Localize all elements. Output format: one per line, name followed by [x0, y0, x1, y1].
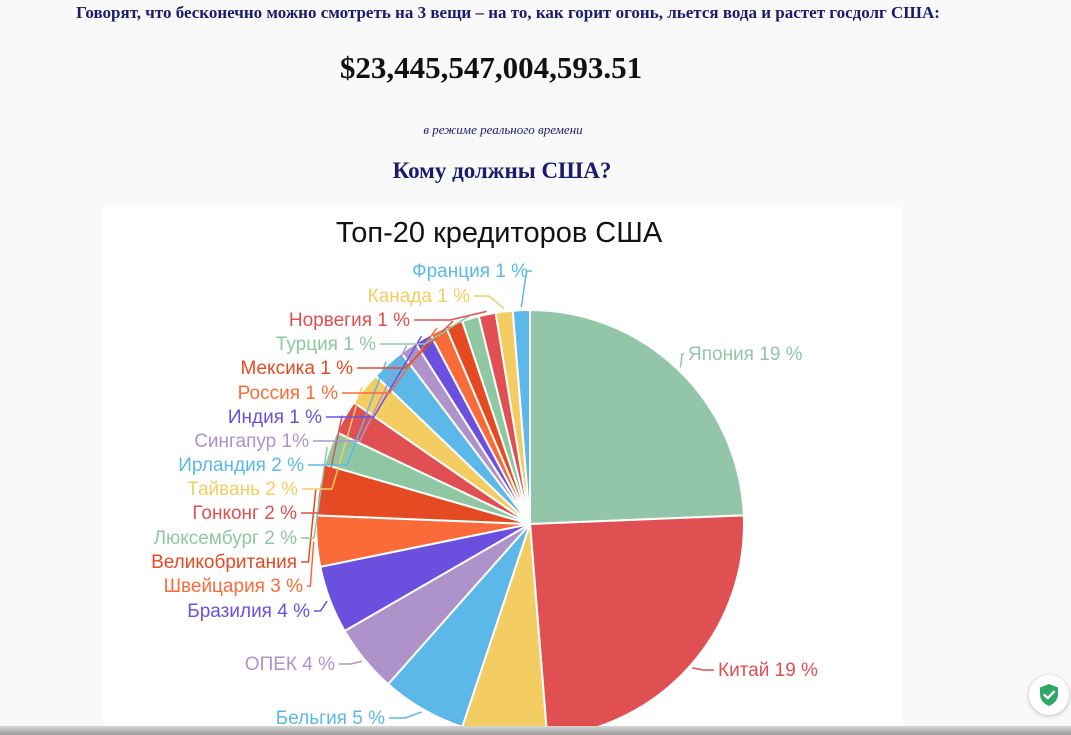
slice-label: Индия 1 % [228, 407, 322, 428]
pie-slice [528, 514, 745, 735]
leader-line [342, 327, 438, 394]
pie-slice [529, 308, 745, 526]
slice-label: Швейцария 3 % [164, 576, 304, 597]
slice-label: Люксембург 2 % [154, 528, 298, 549]
leader-line [520, 270, 532, 308]
leader-line [302, 386, 363, 490]
leader-line [301, 415, 343, 514]
slice-label: Канада 1 % [368, 286, 470, 307]
slice-label: Бразилия 4 % [187, 601, 310, 622]
slice-label: Гонконг 2 % [192, 503, 297, 524]
leader-line [474, 295, 505, 310]
security-shield-button[interactable] [1029, 675, 1069, 715]
slice-label: Япония 19 % [688, 344, 803, 365]
slice-label: Бельгия 5 % [276, 708, 385, 729]
leader-line [307, 541, 315, 587]
window-bottom-edge [0, 726, 1071, 735]
shield-check-icon [1040, 684, 1058, 706]
leader-line [339, 660, 363, 665]
slice-label: Франция 1 % [412, 261, 528, 282]
slice-label: ОПЕК 4 % [245, 654, 335, 675]
leader-line [389, 711, 422, 719]
leader-line [313, 345, 408, 442]
leader-line [679, 353, 684, 368]
leader-line [301, 446, 328, 539]
intro-text: Говорят, что бесконечно можно смотреть н… [76, 3, 940, 22]
realtime-note: в режиме реального времени [423, 122, 583, 137]
slice-label: Сингапур 1% [194, 431, 309, 452]
slice-label: Великобритания [151, 552, 297, 573]
debt-amount: $23,445,547,004,593.51 [339, 50, 643, 85]
leader-line [314, 600, 328, 612]
pie-slice [511, 308, 531, 525]
chart-title: Топ-20 кредиторов США [335, 217, 663, 249]
slice-label: Норвегия 1 % [289, 310, 410, 331]
leader-line [380, 314, 471, 345]
slice-label: Китай 19 % [718, 660, 818, 681]
leader-line [326, 335, 423, 418]
question-heading: Кому должны США? [392, 158, 612, 183]
leader-line [692, 667, 714, 671]
slice-label: Тайвань 2 % [187, 479, 298, 500]
creditors-pie-chart: Япония 19 % Китай 19 % Бельгия 5 % ОПЕК 4 %… [103, 207, 903, 735]
slice-label: Турция 1 % [276, 334, 376, 355]
leader-line [308, 361, 387, 466]
slice-label: Мексика 1 % [240, 358, 353, 379]
pie-svg: Япония 19 % Китай 19 % Бельгия 5 % ОПЕК 4 %… [151, 261, 818, 735]
leader-line [414, 310, 487, 321]
slice-label: Ирландия 2 % [178, 455, 304, 476]
slice-label: Россия 1 % [238, 383, 338, 404]
